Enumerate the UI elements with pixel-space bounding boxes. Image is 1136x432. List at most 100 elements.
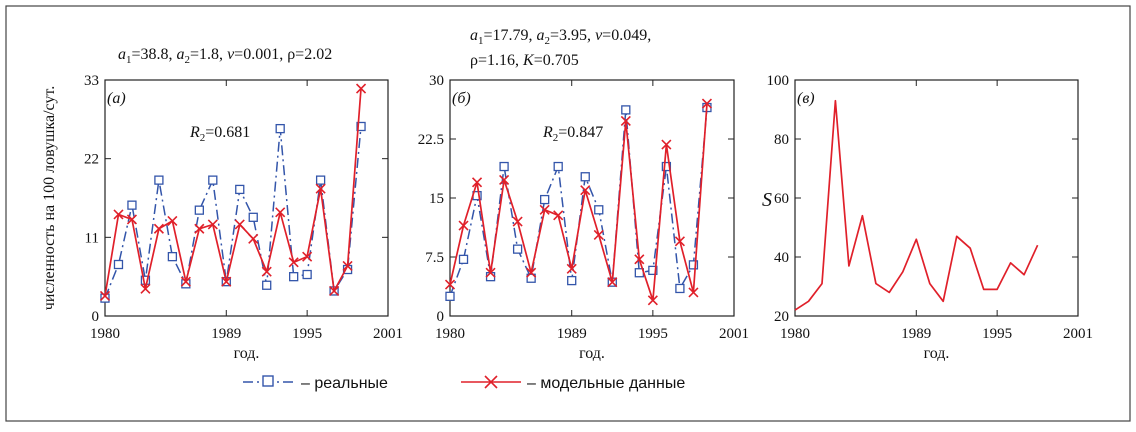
- panel-b-real-point: [621, 105, 631, 115]
- panel-a-model-point: [288, 257, 299, 268]
- panel-b-series-model-line: [449, 103, 708, 302]
- panel-a-xtick-label: 2001: [373, 326, 403, 342]
- legend-real-label: – реальные: [301, 375, 388, 392]
- panel-a-model-point: [194, 223, 205, 234]
- panel-a-real-point: [262, 280, 272, 290]
- panel-b-xtick-label: 1995: [638, 326, 668, 342]
- panel-a-ytick-label: 11: [85, 230, 99, 246]
- panel-b-model-point: [458, 220, 469, 231]
- panel-a-real-point: [248, 212, 258, 222]
- panel-a-ytick-label: 0: [92, 309, 100, 325]
- panel-b-label: (б): [452, 90, 471, 107]
- panel-b-xtick-label: 2001: [719, 326, 749, 342]
- panel-c-label: (в): [797, 90, 815, 107]
- panel-b-real-point: [567, 275, 577, 286]
- panel-a-series-real-line: [104, 126, 362, 299]
- panel-a-model-point: [275, 207, 286, 218]
- panel-a-real-point: [167, 251, 178, 262]
- panel-a-model-point: [207, 219, 218, 230]
- panel-a-model-point: [355, 83, 367, 94]
- panel-a-real-point: [315, 175, 326, 185]
- panel-a-ytick-label: 22: [84, 152, 99, 168]
- legend: – реальные – модельные данные: [243, 375, 685, 392]
- panel-c-series-s-line: [794, 99, 1039, 311]
- legend-model-label: – модельные данные: [527, 375, 685, 392]
- panel-b-real-point: [580, 172, 590, 182]
- panel-b-model-point: [553, 210, 564, 221]
- panel-b-real-point: [553, 161, 563, 172]
- panel-b-ytick-label: 7.5: [425, 250, 444, 266]
- panel-a-model-point: [261, 266, 272, 277]
- panel-a-label: (а): [107, 90, 126, 107]
- panel-b-real-point: [594, 205, 604, 215]
- panel-b-xlabel: год.: [579, 345, 605, 362]
- panel-b-model-point: [607, 277, 618, 288]
- panel-b-real-point: [445, 291, 455, 301]
- panel-a-xtick-label: 1989: [211, 326, 241, 342]
- panel-b-real-point: [648, 265, 658, 276]
- panel-a-real-point: [289, 272, 299, 282]
- panel-b-params-line1: a1=17.79, a2=3.95, ν=0.049,: [470, 27, 651, 47]
- panel-a-model-point: [329, 285, 340, 297]
- panel-a-xtick-label: 1995: [292, 326, 322, 342]
- panel-b: 0 7.5 15 22.5 30 1980 1989 1995 2001 год. (б) R2=0.…: [418, 73, 749, 362]
- panel-a-real-point: [140, 275, 151, 285]
- panel-c-xlabel: год.: [924, 345, 950, 362]
- panel-b-params-line2: ρ=1.16, K=0.705: [470, 52, 579, 69]
- panel-b-model-point: [688, 287, 699, 298]
- panel-c-xtick-label: 1980: [780, 326, 810, 342]
- panel-a-xtick-label: 1980: [90, 326, 120, 342]
- panel-c-ytick-label: 40: [774, 250, 789, 266]
- panel-a-real-point: [275, 123, 285, 134]
- panel-a-real-point: [235, 184, 245, 195]
- panel-b-model-point: [471, 177, 483, 188]
- panel-b-model-point: [647, 295, 658, 306]
- panel-a-real-point: [127, 200, 137, 210]
- panel-b-model-point: [566, 263, 577, 274]
- panel-c-xtick-label: 1995: [982, 326, 1012, 342]
- panel-a-real-point: [154, 175, 164, 185]
- panel-b-r2-label: R2=0.847: [542, 124, 603, 144]
- panel-a-real-point: [194, 205, 204, 215]
- panel-b-real-point: [512, 244, 523, 254]
- panel-c-ytick-label: 60: [774, 191, 789, 207]
- panel-b-model-point: [674, 236, 685, 247]
- panel-a-real-point: [302, 269, 312, 280]
- panel-a: 0 11 22 33 1980 1989 1995 2001 год. численность н…: [41, 73, 403, 362]
- panel-a-model-point: [140, 283, 151, 294]
- panel-a-model-point: [126, 214, 138, 225]
- panel-b-model-point: [661, 139, 672, 150]
- panel-c-ytick-label: 20: [774, 309, 789, 325]
- panel-a-real-point: [113, 259, 124, 270]
- panel-b-xtick-label: 1980: [435, 326, 465, 342]
- legend-real-square-icon: [262, 375, 274, 387]
- panel-b-model-point: [444, 279, 456, 290]
- panel-a-real-point: [208, 175, 218, 185]
- panel-a-params: a1=38.8, a2=1.8, ν=0.001, ρ=2.02: [118, 46, 332, 66]
- panel-a-ylabel: численность на 100 ловушка/сут.: [41, 86, 58, 310]
- panel-a-model-point: [342, 260, 353, 272]
- panel-b-real-point: [526, 273, 536, 283]
- panel-b-real-point: [688, 260, 699, 270]
- panel-a-ytick-label: 33: [84, 73, 99, 89]
- panel-b-ytick-label: 0: [437, 309, 445, 325]
- panel-b-model-point: [526, 267, 537, 278]
- panel-a-model-point: [221, 276, 232, 287]
- panel-c-xtick-label: 1989: [901, 326, 931, 342]
- panel-b-real-point: [675, 283, 685, 294]
- panel-b-model-point: [593, 229, 604, 241]
- figure-frame: [5, 5, 1131, 422]
- panel-a-model-point: [302, 251, 313, 262]
- panel-b-model-point: [701, 98, 713, 109]
- panel-b-ytick-label: 30: [429, 73, 444, 89]
- panel-c: 20 40 60 80 100 1980 1989 1995 2001 год. S (в): [762, 73, 1093, 362]
- panel-b-real-point: [661, 161, 672, 172]
- panel-b-xtick-label: 1989: [557, 326, 587, 342]
- panel-b-ytick-label: 22.5: [418, 132, 444, 148]
- panel-b-model-point: [634, 254, 645, 265]
- panel-b-model-point: [580, 185, 591, 196]
- panel-b-real-point: [485, 272, 496, 282]
- panel-a-model-point: [99, 290, 111, 302]
- panel-c-xtick-label: 2001: [1063, 326, 1093, 342]
